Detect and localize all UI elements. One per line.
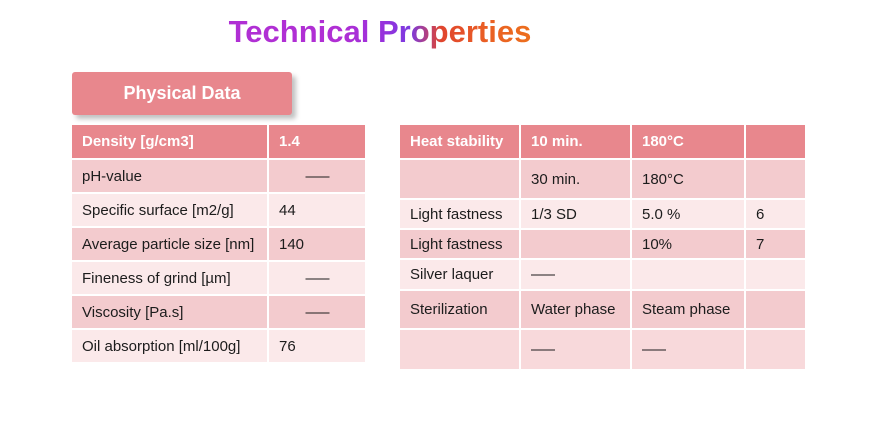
table-cell: Oil absorption [ml/100g] [72, 330, 267, 362]
table-cell: — [521, 260, 630, 289]
table-header-cell [746, 125, 805, 158]
table-cell [746, 291, 805, 328]
no-value-dash: — [642, 341, 666, 358]
table-row: — — [400, 330, 805, 369]
table-row: 30 min. 180°C [400, 160, 805, 198]
table-row: Specific surface [m2/g] 44 [72, 194, 365, 226]
table-cell: 7 [746, 230, 805, 258]
no-value-dash: — [531, 266, 555, 283]
physical-data-table: Density [g/cm3] 1.4 pH-value — Specific surf… [72, 125, 365, 364]
table-row: pH-value — [72, 160, 365, 192]
table-row: Fineness of grind [µm] — [72, 262, 365, 294]
table-row: Viscosity [Pa.s] — [72, 296, 365, 328]
table-cell: Silver laquer [400, 260, 519, 289]
table-cell [746, 260, 805, 289]
table-cell: Specific surface [m2/g] [72, 194, 267, 226]
physical-data-banner: Physical Data [72, 72, 292, 115]
no-value-dash: — [305, 269, 329, 287]
table-cell: 6 [746, 200, 805, 228]
table-cell: Sterilization [400, 291, 519, 328]
table-header-row: Density [g/cm3] 1.4 [72, 125, 365, 158]
table-cell [746, 160, 805, 198]
no-value-dash: — [305, 303, 329, 321]
table-cell: 1/3 SD [521, 200, 630, 228]
heat-stability-table: Heat stability 10 min. 180°C 30 min. 180°C Li… [400, 125, 805, 371]
table-cell: Steam phase [632, 291, 744, 328]
table-cell: — [269, 262, 365, 294]
table-cell: Fineness of grind [µm] [72, 262, 267, 294]
table-cell [746, 330, 805, 369]
table-cell: 76 [269, 330, 365, 362]
banner-label: Physical Data [123, 83, 241, 103]
table-cell: 44 [269, 194, 365, 226]
table-row: Silver laquer — [400, 260, 805, 289]
table-cell [400, 160, 519, 198]
table-header-cell: 10 min. [521, 125, 630, 158]
table-cell: 10% [632, 230, 744, 258]
page-title: Technical Properties [0, 14, 760, 50]
no-value-dash: — [305, 167, 329, 185]
table-cell: — [269, 296, 365, 328]
table-cell [632, 260, 744, 289]
table-row: Sterilization Water phase Steam phase [400, 291, 805, 328]
table-row: Average particle size [nm] 140 [72, 228, 365, 260]
table-header-cell: 180°C [632, 125, 744, 158]
table-cell: — [632, 330, 744, 369]
table-cell: 140 [269, 228, 365, 260]
table-header-cell: Heat stability [400, 125, 519, 158]
table-cell: Water phase [521, 291, 630, 328]
table-cell: 180°C [632, 160, 744, 198]
table-header-cell: 1.4 [269, 125, 365, 158]
table-header-row: Heat stability 10 min. 180°C [400, 125, 805, 158]
table-row: Light fastness 10% 7 [400, 230, 805, 258]
table-cell: — [521, 330, 630, 369]
table-cell: Viscosity [Pa.s] [72, 296, 267, 328]
table-cell [521, 230, 630, 258]
table-row: Oil absorption [ml/100g] 76 [72, 330, 365, 362]
no-value-dash: — [531, 341, 555, 358]
table-cell: 30 min. [521, 160, 630, 198]
table-cell: pH-value [72, 160, 267, 192]
table-cell [400, 330, 519, 369]
table-header-cell: Density [g/cm3] [72, 125, 267, 158]
table-row: Light fastness 1/3 SD 5.0 % 6 [400, 200, 805, 228]
table-cell: 5.0 % [632, 200, 744, 228]
table-cell: — [269, 160, 365, 192]
table-cell: Light fastness [400, 200, 519, 228]
table-cell: Light fastness [400, 230, 519, 258]
table-cell: Average particle size [nm] [72, 228, 267, 260]
